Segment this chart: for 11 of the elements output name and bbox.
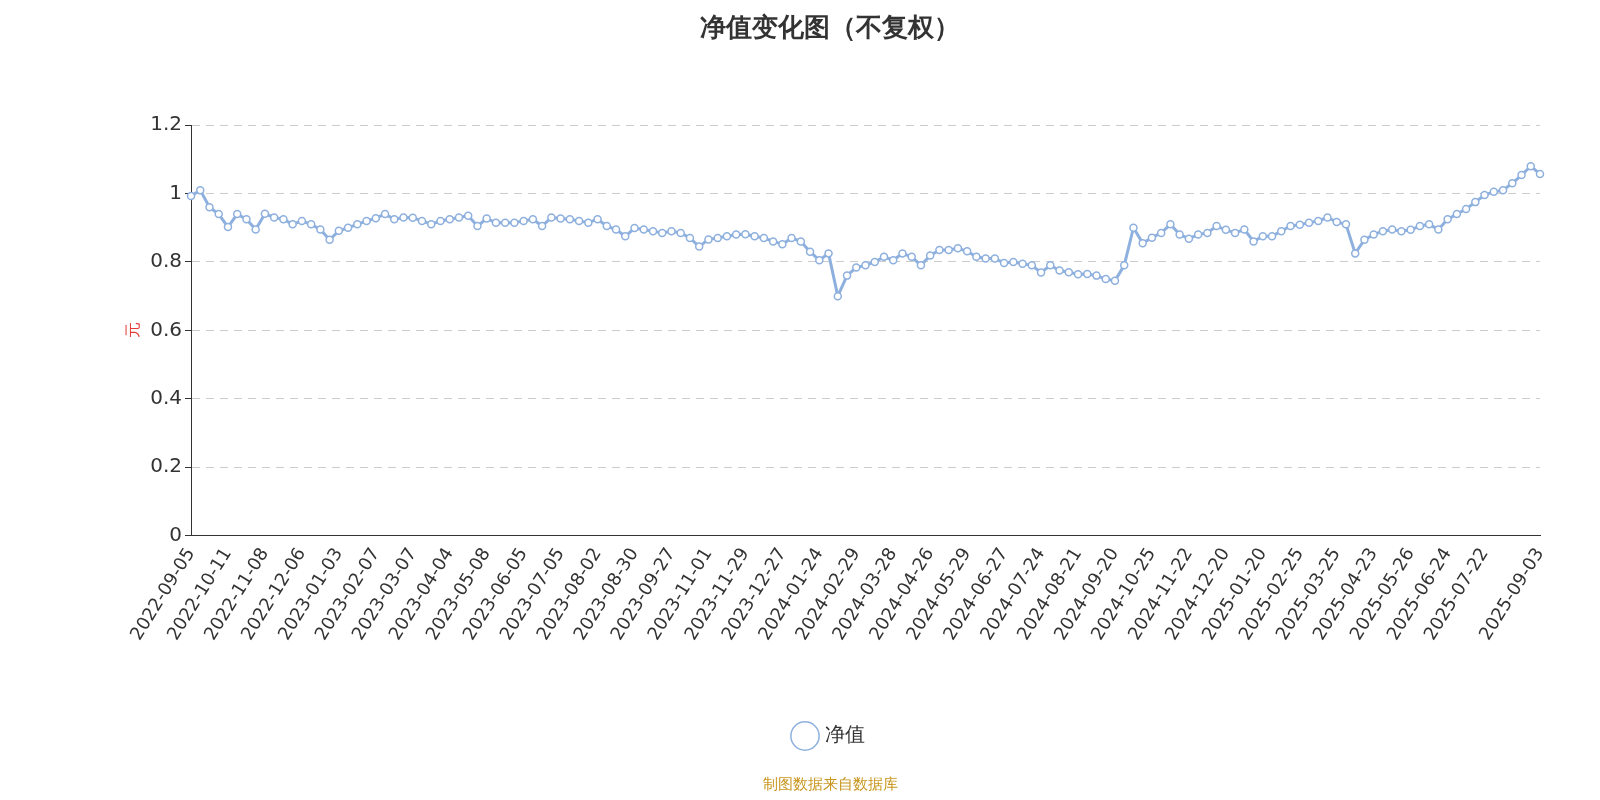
chart-title: 净值变化图（不复权） — [700, 12, 960, 43]
text: 制图数据来自数据库 — [762, 774, 898, 793]
y-tick-label: 0 — [169, 521, 183, 546]
legend-label: 净值 — [825, 722, 865, 747]
y-tick-label: 1.2 — [150, 111, 183, 136]
y-tick-label: 0.2 — [150, 453, 183, 478]
y-tick-label: 0.8 — [150, 248, 183, 273]
y-axis-title: 元 — [122, 322, 142, 339]
y-tick-label: 0.6 — [150, 316, 183, 341]
y-tick-label: 0.4 — [150, 384, 183, 409]
y-tick-label: 1 — [169, 179, 183, 204]
